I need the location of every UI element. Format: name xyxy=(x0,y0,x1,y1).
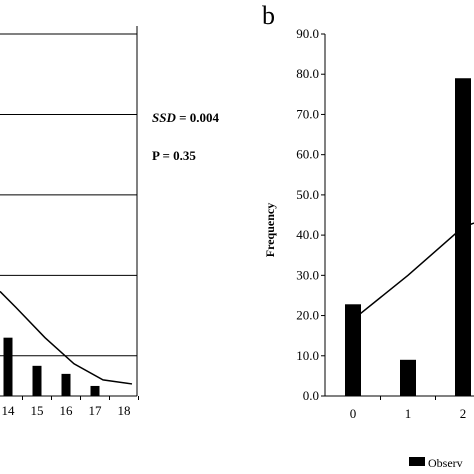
panel-b-y-tick-label: 50.0 xyxy=(296,187,319,202)
panel-a-x-tick-label: 17 xyxy=(89,403,103,418)
panel-b-x-tick-labels: 0 1 2 xyxy=(350,406,467,421)
panel-b-legend: Observ xyxy=(409,456,463,470)
panel-b-letter: b xyxy=(262,1,275,30)
panel-b-y-axis-label: Frequency xyxy=(263,203,277,257)
panel-b-y-tick-label: 80.0 xyxy=(296,66,319,81)
panel-b-y-tick-label: 40.0 xyxy=(296,227,319,242)
panel-b-bars xyxy=(345,78,471,396)
panel-a-gridlines xyxy=(0,33,137,357)
p-value-annotation: P = 0.35 xyxy=(152,148,196,163)
panel-a: 14 15 16 17 18 SSD = 0.004 P = 0.35 xyxy=(0,26,220,418)
panel-b-y-tick-label: 60.0 xyxy=(296,147,319,162)
panel-b-y-tick-label: 30.0 xyxy=(296,267,319,282)
panel-a-bar xyxy=(90,385,100,396)
panel-b-x-ticks xyxy=(380,396,436,400)
panel-b-bar xyxy=(455,78,471,396)
panel-b: b Frequency 0.0 10.0 20.0 30.0 40.0 50.0 60.0 7… xyxy=(262,1,474,470)
panel-a-x-tick-label: 18 xyxy=(118,403,131,418)
panel-b-y-tick-label: 0.0 xyxy=(303,388,319,403)
ssd-annotation: SSD = 0.004 xyxy=(152,110,220,125)
panel-b-y-tick-label: 20.0 xyxy=(296,308,319,323)
legend-label-observed: Observ xyxy=(428,456,463,470)
panel-b-bar xyxy=(400,359,416,396)
panel-a-x-tick-label: 14 xyxy=(2,403,16,418)
panel-a-expected-line xyxy=(0,290,133,385)
legend-swatch-observed xyxy=(409,457,425,466)
panel-b-x-tick-label: 2 xyxy=(460,406,467,421)
panel-a-bar xyxy=(32,365,42,396)
panel-b-y-tick-label: 10.0 xyxy=(296,348,319,363)
panel-a-x-tick-labels: 14 15 16 17 18 xyxy=(2,403,131,418)
panel-b-y-tick-labels: 0.0 10.0 20.0 30.0 40.0 50.0 60.0 70.0 80.0 90.0 xyxy=(296,26,319,403)
panel-a-bar xyxy=(3,337,13,396)
panel-b-expected-line xyxy=(352,222,474,321)
panel-b-bar xyxy=(345,304,361,396)
panel-a-x-ticks xyxy=(22,396,139,400)
panel-a-x-tick-label: 15 xyxy=(31,403,44,418)
panel-a-bars xyxy=(3,337,100,396)
panel-b-x-tick-label: 0 xyxy=(350,406,357,421)
panel-a-x-tick-label: 16 xyxy=(60,403,74,418)
panel-b-y-tick-label: 70.0 xyxy=(296,106,319,121)
panel-b-y-ticks xyxy=(321,33,325,397)
panel-a-bar xyxy=(61,373,71,396)
panel-b-y-tick-label: 90.0 xyxy=(296,26,319,41)
panel-b-x-tick-label: 1 xyxy=(405,406,412,421)
